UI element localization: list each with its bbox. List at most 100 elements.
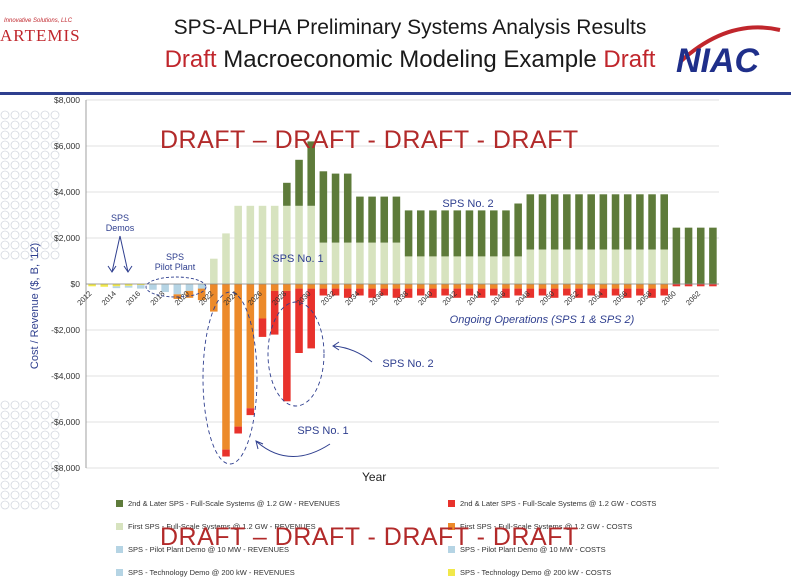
bar-later_cost: [465, 288, 474, 296]
legend-swatch: [448, 569, 455, 576]
bar-later_cost: [295, 288, 303, 353]
bar-later_rev: [429, 210, 437, 257]
annotation-ongoing: Ongoing Operations (SPS 1 & SPS 2): [450, 314, 635, 326]
bar-later_cost: [611, 288, 620, 296]
bar-tech_cost: [137, 284, 145, 286]
bar-later_cost: [392, 288, 401, 298]
bar-later_cost: [648, 288, 656, 298]
bar-later_rev: [587, 194, 595, 250]
bar-first_cost: [234, 284, 242, 427]
bar-pilot_cost: [173, 284, 182, 295]
legend-swatch: [116, 546, 123, 553]
demo-arrow-2: [119, 235, 129, 273]
bar-later_cost: [709, 284, 717, 287]
bar-later_cost: [404, 288, 413, 298]
bar-later_cost: [696, 284, 705, 287]
bar-first_cost: [356, 284, 364, 289]
demo-arrow-1: [111, 235, 121, 273]
bar-later_cost: [429, 288, 437, 298]
bar-later_cost: [526, 288, 535, 298]
bar-pilot_cost: [112, 286, 121, 289]
bar-pilot_cost: [137, 285, 145, 289]
bar-first_cost: [477, 284, 486, 289]
bar-later_rev: [575, 194, 583, 250]
draft-word-left: Draft: [164, 46, 217, 73]
bar-later_cost: [502, 288, 510, 298]
bar-later_rev: [563, 194, 571, 250]
y-tick-label: -$2,000: [51, 325, 80, 335]
bar-first_rev: [550, 249, 559, 284]
demo-arrow-1-head: [107, 265, 117, 273]
pilot-ellipse: [145, 276, 207, 298]
bar-later_rev: [490, 210, 498, 257]
bar-first_cost: [587, 284, 595, 289]
niac-logo-text: NIAC: [676, 42, 760, 80]
bar-later_cost: [283, 290, 291, 402]
logo-tagline: Innovative Solutions, LLC: [4, 18, 73, 24]
bar-later_cost: [441, 288, 449, 296]
bar-later_rev: [453, 210, 462, 257]
bar-first_cost: [550, 284, 559, 289]
bar-later_rev: [636, 194, 644, 250]
artemis-logo: Innovative Solutions, LLC ARTEMIS: [0, 0, 80, 60]
decorative-mesh: [0, 110, 60, 510]
bar-first_cost: [404, 284, 413, 289]
legend-item: First SPS - Full-Scale Systems @ 1.2 GW …: [116, 522, 316, 531]
bar-later_rev: [684, 227, 693, 284]
bar-first_cost: [295, 284, 303, 289]
y-tick-label: $0: [71, 279, 81, 289]
bar-tech_cost: [100, 284, 109, 287]
bar-pilot_cost: [149, 284, 157, 290]
bar-first_rev: [477, 256, 486, 284]
bar-later_rev: [611, 194, 620, 250]
bar-first_rev: [563, 249, 571, 284]
legend-item: 2nd & Later SPS - Full-Scale Systems @ 1…: [448, 499, 656, 508]
bar-later_cost: [270, 290, 279, 335]
bar-pilot_cost: [161, 284, 169, 293]
bar-first_cost: [575, 284, 583, 289]
bar-later_cost: [222, 449, 230, 457]
bar-first_rev: [307, 205, 315, 284]
bar-first_rev: [380, 242, 389, 284]
sps1-callout-arrow: [256, 441, 331, 457]
bar-tech_cost: [124, 284, 133, 286]
bar-later_rev: [623, 194, 632, 250]
bar-first_cost: [197, 288, 206, 301]
bar-first_cost: [465, 284, 474, 289]
legend-label: 2nd & Later SPS - Full-Scale Systems @ 1…: [460, 499, 657, 508]
y-tick-label: $2,000: [54, 233, 80, 243]
bar-later_rev: [672, 227, 681, 284]
legend-swatch: [116, 569, 123, 576]
subtitle-text: Macroeconomic Modeling Example: [216, 46, 604, 73]
bar-later_cost: [416, 288, 425, 296]
sps1-callout-arrowhead: [255, 440, 264, 450]
bar-pilot_cost: [185, 284, 194, 291]
bar-first_cost: [319, 284, 328, 289]
bar-later_cost: [343, 288, 352, 298]
niac-logo: NIAC: [676, 25, 781, 80]
header-rule: [0, 92, 791, 95]
bar-later_cost: [538, 288, 547, 296]
bar-first_cost: [514, 284, 522, 289]
legend-label: SPS - Pilot Plant Demo @ 10 MW - REVENUE…: [128, 545, 289, 554]
page-title: SPS-ALPHA Preliminary Systems Analysis R…: [173, 16, 647, 39]
bar-first_rev: [575, 249, 583, 284]
legend-item: SPS - Pilot Plant Demo @ 10 MW - REVENUE…: [116, 545, 289, 554]
draft-word-right: Draft: [603, 46, 656, 73]
annotation-sps-demos-1: SPS: [111, 213, 129, 223]
bar-pilot_cost: [124, 285, 133, 288]
legend-swatch: [448, 500, 455, 507]
annotation-sps-pilot-2: Pilot Plant: [155, 262, 196, 272]
bar-later_rev: [550, 194, 559, 250]
bar-later_cost: [453, 288, 462, 298]
bar-first_rev: [526, 249, 535, 284]
bar-later_rev: [648, 194, 656, 250]
bar-later_rev: [526, 194, 535, 250]
bar-later_rev: [502, 210, 510, 257]
bar-later_cost: [368, 288, 376, 298]
legend-item: 2nd & Later SPS - Full-Scale Systems @ 1…: [116, 499, 340, 508]
bar-first_cost: [343, 284, 352, 289]
bar-first_cost: [331, 284, 340, 289]
